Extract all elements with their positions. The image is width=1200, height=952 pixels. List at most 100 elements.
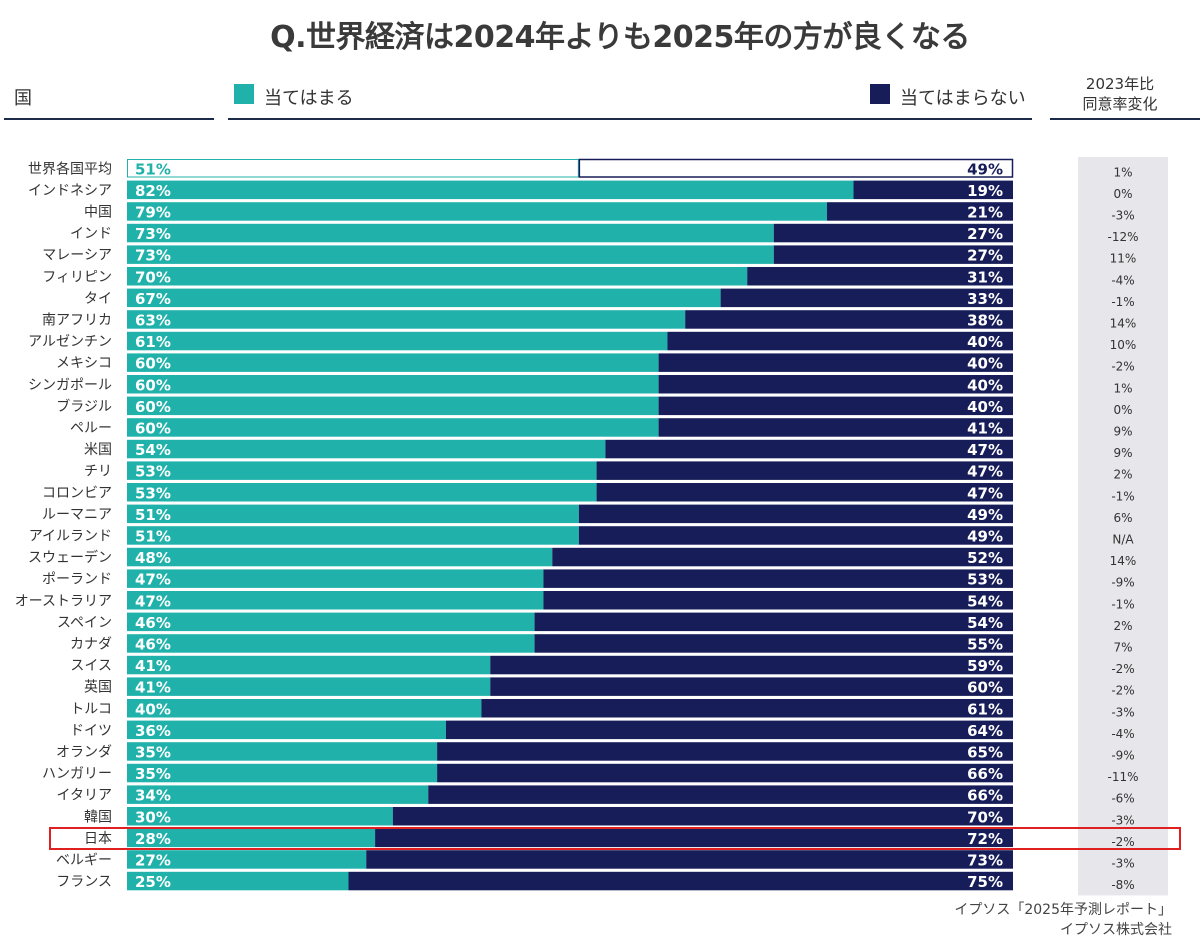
value-label-disagree: 21%	[967, 203, 1003, 221]
bar-disagree	[348, 871, 1013, 891]
value-label-agree: 54%	[135, 441, 171, 459]
value-label-agree: 79%	[135, 203, 171, 221]
bar-agree	[127, 591, 544, 610]
value-label-disagree: 66%	[967, 787, 1003, 805]
bar-agree	[127, 439, 606, 459]
bar-disagree	[375, 828, 1014, 848]
change-value: -3%	[1111, 208, 1134, 222]
change-value: 0%	[1113, 403, 1132, 417]
bar-disagree	[366, 850, 1014, 869]
value-label-agree: 27%	[135, 851, 171, 869]
bar-agree	[127, 267, 748, 286]
value-label-disagree: 54%	[967, 614, 1003, 632]
bar-agree	[127, 699, 482, 718]
change-value: -3%	[1111, 856, 1134, 870]
value-label-disagree: 60%	[967, 679, 1003, 697]
category-label: ベルギー	[56, 852, 112, 868]
value-label-agree: 41%	[135, 679, 171, 697]
change-value: 9%	[1113, 424, 1132, 438]
bar-agree	[127, 396, 659, 416]
bar-agree	[127, 828, 376, 848]
bar-agree	[127, 418, 659, 437]
value-label-disagree: 49%	[967, 160, 1003, 178]
value-label-disagree: 49%	[967, 506, 1003, 524]
change-value: -8%	[1111, 878, 1134, 892]
value-label-agree: 25%	[135, 873, 171, 891]
bar-disagree	[578, 158, 1014, 178]
bar-agree	[127, 763, 438, 783]
category-label: スウェーデン	[28, 549, 112, 566]
value-label-disagree: 70%	[967, 808, 1003, 826]
bar-agree	[127, 612, 535, 632]
change-value: -9%	[1111, 576, 1134, 590]
bar-disagree	[437, 742, 1014, 761]
category-label: タイ	[84, 291, 112, 307]
change-header-line1: 2023年比	[1085, 75, 1155, 93]
bar-disagree	[667, 331, 1013, 351]
value-label-agree: 61%	[135, 333, 171, 351]
change-value: -12%	[1107, 230, 1138, 244]
bar-agree	[127, 526, 579, 545]
change-value: -1%	[1111, 489, 1134, 503]
value-label-disagree: 65%	[967, 743, 1003, 761]
bar-agree	[127, 655, 491, 675]
change-value: -6%	[1111, 792, 1134, 806]
change-column-background	[1078, 157, 1168, 896]
value-label-agree: 51%	[135, 506, 171, 524]
value-label-disagree: 47%	[967, 484, 1003, 502]
source-line-1: イプソス「2025年予測レポート」	[954, 902, 1172, 918]
value-label-disagree: 53%	[967, 571, 1003, 589]
value-label-disagree: 52%	[967, 549, 1003, 567]
value-label-agree: 46%	[135, 635, 171, 653]
value-label-agree: 60%	[135, 355, 171, 373]
value-label-agree: 35%	[135, 765, 171, 783]
bar-disagree	[853, 180, 1013, 200]
change-value: 14%	[1110, 554, 1137, 568]
value-label-agree: 60%	[135, 419, 171, 437]
value-label-agree: 63%	[135, 311, 171, 329]
bar-agree	[127, 159, 579, 178]
bar-disagree	[658, 396, 1013, 416]
value-label-agree: 41%	[135, 657, 171, 675]
bar-disagree	[747, 267, 1013, 286]
value-label-disagree: 54%	[967, 592, 1003, 610]
category-label: インド	[70, 226, 112, 242]
source-line-2: イプソス株式会社	[1060, 922, 1172, 938]
value-label-agree: 53%	[135, 463, 171, 481]
bar-agree	[127, 461, 597, 480]
value-label-agree: 67%	[135, 290, 171, 308]
bar-agree	[127, 569, 544, 588]
value-label-disagree: 38%	[967, 311, 1003, 329]
change-value: -2%	[1111, 835, 1134, 849]
legend-agree-label: 当てはまる	[264, 88, 354, 109]
category-label: カナダ	[70, 636, 112, 652]
category-label: トルコ	[70, 701, 112, 717]
value-label-agree: 70%	[135, 268, 171, 286]
value-label-disagree: 33%	[967, 290, 1003, 308]
bar-disagree	[578, 504, 1013, 524]
change-value: 10%	[1110, 338, 1137, 352]
value-label-agree: 47%	[135, 571, 171, 589]
change-value: -2%	[1111, 662, 1134, 676]
bar-agree	[127, 245, 774, 264]
value-label-disagree: 72%	[967, 830, 1003, 848]
category-label: シンガポール	[28, 377, 112, 393]
bar-disagree	[490, 677, 1013, 696]
change-value: -1%	[1111, 597, 1134, 611]
category-label: アイルランド	[29, 528, 112, 544]
bar-disagree	[534, 634, 1013, 653]
bar-disagree	[773, 223, 1013, 243]
value-label-disagree: 27%	[967, 225, 1003, 243]
category-label: 日本	[84, 831, 112, 847]
value-label-disagree: 64%	[967, 722, 1003, 740]
bar-agree	[127, 353, 659, 372]
value-label-disagree: 41%	[967, 419, 1003, 437]
bar-disagree	[578, 526, 1013, 545]
change-value: -9%	[1111, 748, 1134, 762]
change-header-line2: 同意率変化	[1082, 95, 1158, 113]
value-label-agree: 51%	[135, 160, 171, 178]
bar-disagree	[481, 699, 1013, 718]
value-label-agree: 60%	[135, 376, 171, 394]
value-label-disagree: 40%	[967, 333, 1003, 351]
change-value: -1%	[1111, 295, 1134, 309]
